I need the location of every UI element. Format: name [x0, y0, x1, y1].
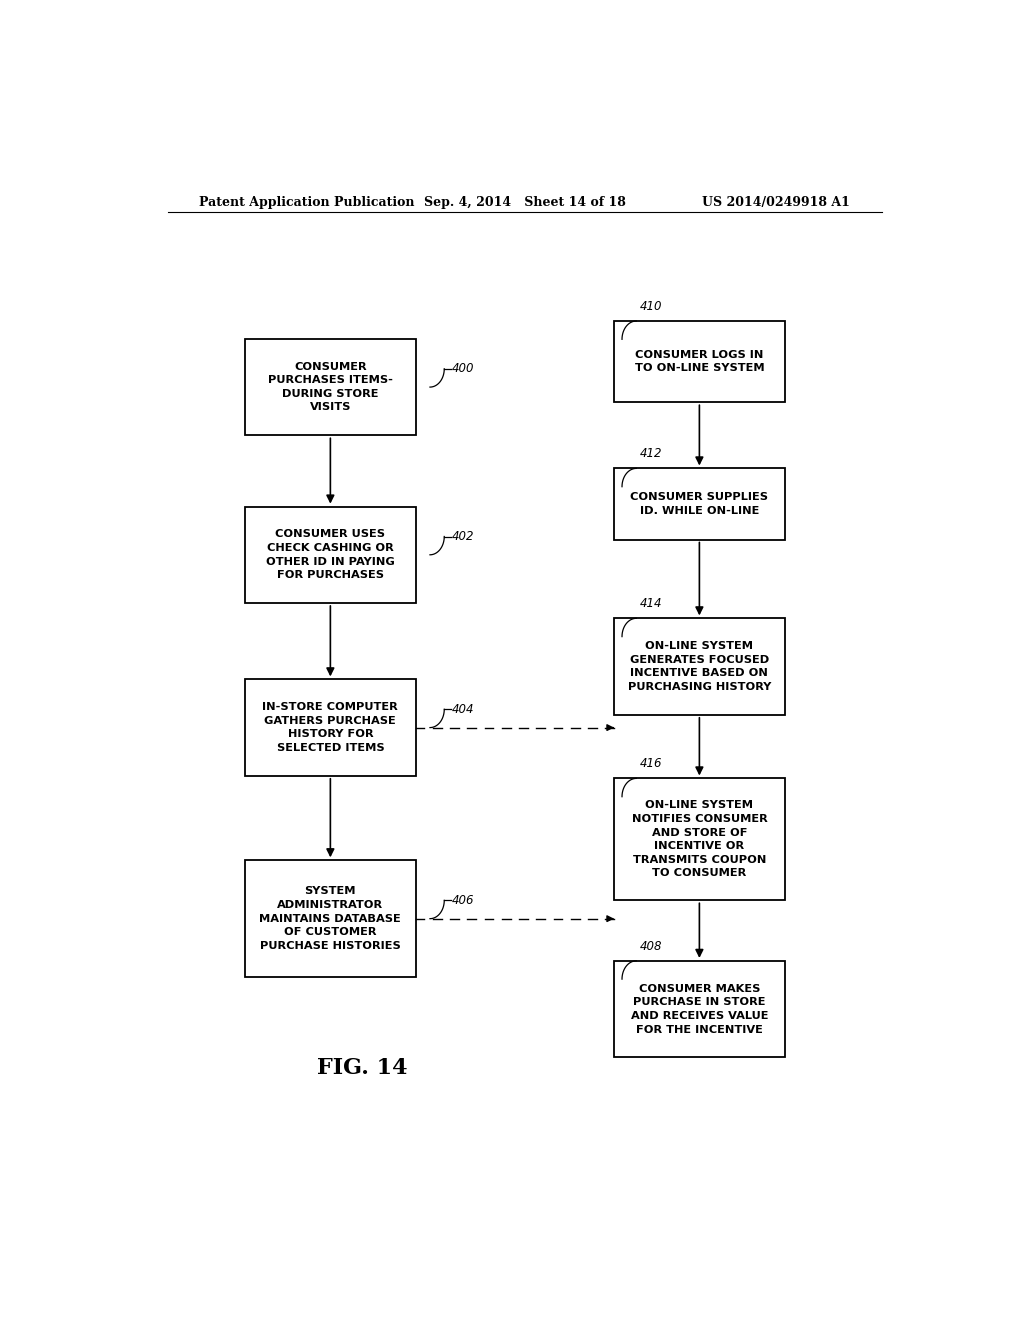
Text: Sep. 4, 2014   Sheet 14 of 18: Sep. 4, 2014 Sheet 14 of 18 — [424, 195, 626, 209]
Bar — [245, 861, 416, 977]
Text: SYSTEM
ADMINISTRATOR
MAINTAINS DATABASE
OF CUSTOMER
PURCHASE HISTORIES: SYSTEM ADMINISTRATOR MAINTAINS DATABASE … — [259, 887, 401, 950]
Text: 416: 416 — [640, 758, 663, 771]
Text: CONSUMER USES
CHECK CASHING OR
OTHER ID IN PAYING
FOR PURCHASES: CONSUMER USES CHECK CASHING OR OTHER ID … — [266, 529, 394, 581]
Text: 412: 412 — [640, 447, 663, 461]
Text: 402: 402 — [453, 531, 475, 543]
Text: US 2014/0249918 A1: US 2014/0249918 A1 — [702, 195, 850, 209]
Text: 406: 406 — [453, 894, 475, 907]
Bar — [614, 961, 784, 1057]
Text: 408: 408 — [640, 940, 663, 953]
Text: ON-LINE SYSTEM
GENERATES FOCUSED
INCENTIVE BASED ON
PURCHASING HISTORY: ON-LINE SYSTEM GENERATES FOCUSED INCENTI… — [628, 642, 771, 692]
Text: CONSUMER LOGS IN
TO ON-LINE SYSTEM: CONSUMER LOGS IN TO ON-LINE SYSTEM — [635, 350, 764, 374]
Text: 414: 414 — [640, 597, 663, 610]
Text: IN-STORE COMPUTER
GATHERS PURCHASE
HISTORY FOR
SELECTED ITEMS: IN-STORE COMPUTER GATHERS PURCHASE HISTO… — [262, 702, 398, 752]
Text: Patent Application Publication: Patent Application Publication — [200, 195, 415, 209]
Text: CONSUMER MAKES
PURCHASE IN STORE
AND RECEIVES VALUE
FOR THE INCENTIVE: CONSUMER MAKES PURCHASE IN STORE AND REC… — [631, 983, 768, 1035]
Bar — [614, 321, 784, 403]
Text: 410: 410 — [640, 300, 663, 313]
Bar — [245, 339, 416, 436]
Text: FIG. 14: FIG. 14 — [316, 1057, 408, 1078]
Text: ON-LINE SYSTEM
NOTIFIES CONSUMER
AND STORE OF
INCENTIVE OR
TRANSMITS COUPON
TO C: ON-LINE SYSTEM NOTIFIES CONSUMER AND STO… — [632, 800, 767, 878]
Bar — [614, 779, 784, 900]
Bar — [245, 507, 416, 603]
Bar — [245, 680, 416, 776]
Text: CONSUMER
PURCHASES ITEMS-
DURING STORE
VISITS: CONSUMER PURCHASES ITEMS- DURING STORE V… — [268, 362, 393, 412]
Text: 404: 404 — [453, 702, 475, 715]
Bar — [614, 618, 784, 715]
Text: CONSUMER SUPPLIES
ID. WHILE ON-LINE: CONSUMER SUPPLIES ID. WHILE ON-LINE — [631, 492, 768, 516]
Text: 400: 400 — [453, 362, 475, 375]
Bar — [614, 469, 784, 540]
